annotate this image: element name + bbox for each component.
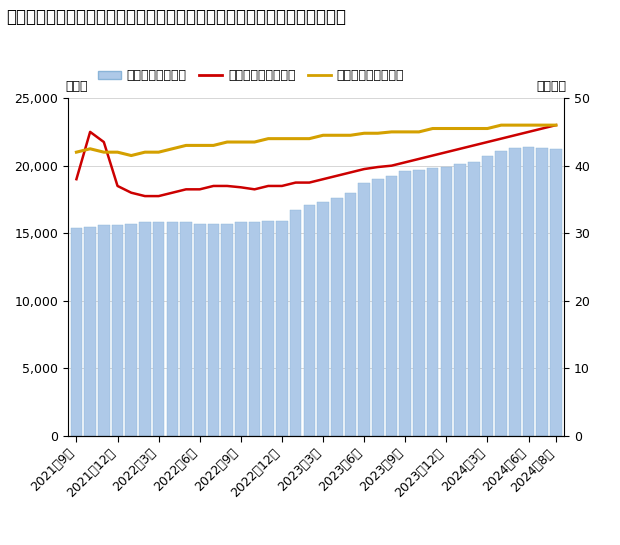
Bar bbox=[509, 148, 521, 436]
Bar bbox=[71, 228, 82, 436]
Bar bbox=[98, 225, 110, 436]
Bar bbox=[304, 205, 315, 436]
Bar bbox=[249, 222, 260, 436]
Bar bbox=[139, 222, 151, 436]
Bar bbox=[413, 169, 425, 436]
Bar bbox=[495, 151, 507, 436]
Bar bbox=[84, 227, 96, 436]
Bar bbox=[194, 224, 206, 436]
Bar bbox=[290, 210, 301, 436]
Bar bbox=[386, 177, 397, 436]
Bar bbox=[180, 222, 192, 436]
Bar bbox=[276, 221, 288, 436]
Bar bbox=[208, 224, 219, 436]
Bar bbox=[125, 224, 137, 436]
Bar bbox=[358, 183, 370, 436]
Bar bbox=[441, 167, 452, 436]
Bar bbox=[536, 148, 548, 436]
Bar bbox=[372, 179, 384, 436]
Text: （万円）: （万円） bbox=[537, 80, 567, 93]
Bar bbox=[317, 202, 329, 436]
Text: （件）: （件） bbox=[66, 80, 88, 93]
Bar bbox=[482, 156, 494, 436]
Bar bbox=[427, 168, 438, 436]
Bar bbox=[550, 149, 562, 436]
Bar bbox=[468, 162, 480, 436]
Bar bbox=[153, 222, 164, 436]
Bar bbox=[399, 171, 411, 436]
Text: 近畿圏（関西）の中古マンション在庫件数、成約㎡単価、在庫㎡単価の推移: 近畿圏（関西）の中古マンション在庫件数、成約㎡単価、在庫㎡単価の推移 bbox=[6, 8, 346, 26]
Bar bbox=[112, 225, 123, 436]
Bar bbox=[235, 222, 247, 436]
Bar bbox=[523, 147, 534, 436]
Bar bbox=[221, 224, 233, 436]
Bar bbox=[345, 193, 356, 436]
Bar bbox=[167, 222, 178, 436]
Bar bbox=[331, 198, 343, 436]
Bar bbox=[454, 165, 466, 436]
Legend: 在庫件数（左軸）, 成約㎡単価（右軸）, 在庫㎡単価（右軸）: 在庫件数（左軸）, 成約㎡単価（右軸）, 在庫㎡単価（右軸） bbox=[93, 64, 409, 87]
Bar bbox=[262, 221, 274, 436]
